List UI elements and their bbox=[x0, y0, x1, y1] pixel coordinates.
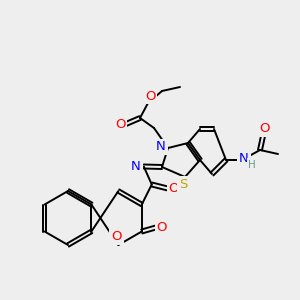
Text: O: O bbox=[259, 122, 269, 136]
Text: S: S bbox=[179, 178, 187, 190]
Text: O: O bbox=[115, 118, 125, 130]
Text: O: O bbox=[169, 182, 179, 195]
Text: O: O bbox=[145, 89, 155, 103]
Text: N: N bbox=[131, 160, 141, 173]
Text: O: O bbox=[157, 221, 167, 234]
Text: N: N bbox=[239, 152, 249, 166]
Text: O: O bbox=[111, 230, 122, 244]
Text: N: N bbox=[156, 140, 166, 154]
Text: H: H bbox=[248, 160, 256, 170]
